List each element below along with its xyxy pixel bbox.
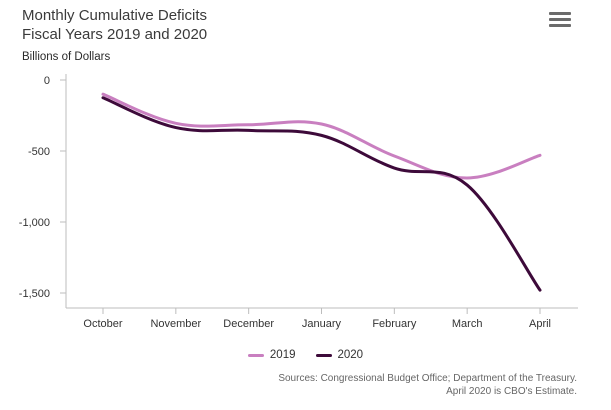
y-tick-label: -1,000 [19,217,50,229]
x-tick-label: March [452,318,483,330]
x-tick-label: January [302,318,342,330]
x-tick-label: October [83,318,122,330]
x-tick-label: February [372,318,417,330]
y-tick-label: -1,500 [19,288,50,300]
legend-swatch [247,353,264,357]
y-axis-label: Billions of Dollars [22,51,111,63]
source-line-2: April 2020 is CBO's Estimate. [446,386,577,397]
y-tick-label: -500 [28,146,50,158]
legend-label: 2020 [337,349,364,361]
chart-title-line-2: Fiscal Years 2019 and 2020 [22,26,208,43]
legend-item-2019[interactable]: 2019 [247,349,296,361]
y-tick-label: 0 [44,75,50,87]
legend-swatch [315,353,332,357]
x-tick-label: December [223,318,274,330]
legend-item-2020[interactable]: 2020 [315,349,364,361]
source-note: Sources: Congressional Budget Office; De… [278,372,577,398]
legend: 2019 2020 [0,349,611,361]
x-tick-label: November [150,318,201,330]
series-line-2019 [101,92,542,180]
x-tick-label: April [529,318,551,330]
chart-title: Monthly Cumulative Deficits Fiscal Years… [22,6,207,44]
source-line-1: Sources: Congressional Budget Office; De… [278,373,577,384]
legend-label: 2019 [269,349,296,361]
chart-title-line-1: Monthly Cumulative Deficits [22,7,208,24]
hamburger-menu-icon[interactable] [549,12,571,28]
series-line-2020 [101,96,542,292]
